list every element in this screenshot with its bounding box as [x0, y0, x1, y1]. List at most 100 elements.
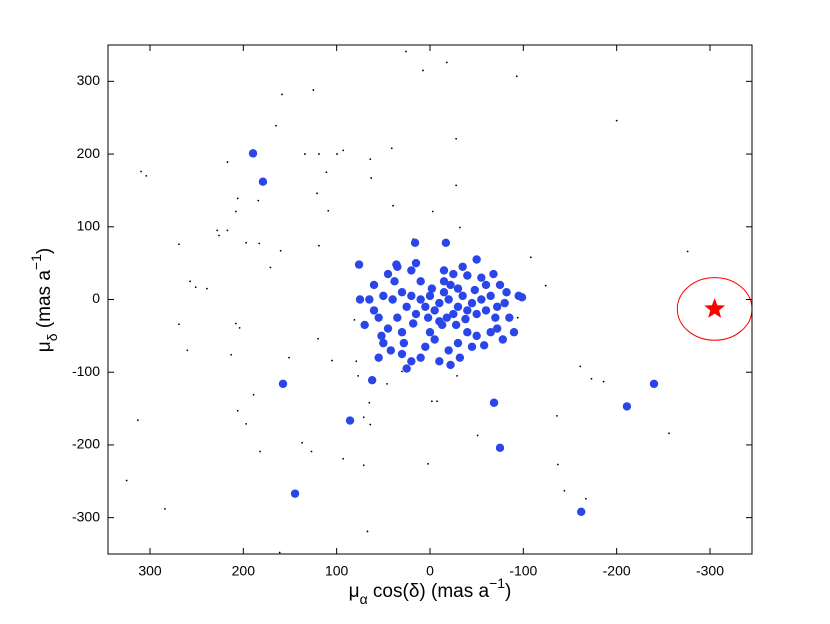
point: [290, 489, 300, 498]
y-tick-label: 0: [92, 290, 100, 306]
dot-point: [304, 153, 306, 155]
point: [435, 298, 444, 308]
dot-point: [236, 409, 239, 412]
dot-point: [278, 551, 281, 554]
dot-point: [316, 192, 318, 195]
point: [421, 302, 430, 311]
dot-point: [368, 401, 371, 404]
point: [458, 262, 467, 271]
point: [486, 291, 495, 301]
dot-point: [430, 400, 433, 403]
point: [477, 295, 486, 304]
point: [386, 346, 395, 355]
dot-point: [455, 137, 458, 140]
dot-point: [602, 380, 605, 383]
point: [416, 295, 425, 304]
dot-point: [236, 197, 239, 200]
dot-point: [238, 326, 241, 329]
plot-marks: [125, 50, 753, 554]
dot-point: [252, 393, 255, 396]
point: [458, 291, 467, 301]
point: [481, 306, 491, 315]
point: [360, 320, 369, 330]
dot-point: [556, 414, 558, 417]
dot-point: [369, 423, 372, 426]
dot-point: [269, 266, 272, 269]
dot-point: [258, 242, 261, 245]
dot-point: [357, 374, 360, 377]
point: [449, 269, 458, 279]
dot-point: [318, 153, 320, 155]
y-tick-label: 100: [77, 217, 101, 233]
dot-point: [362, 464, 365, 467]
y-tick-label: -200: [72, 436, 100, 452]
point: [472, 331, 481, 341]
dot-point: [310, 450, 313, 453]
point: [354, 260, 364, 269]
point: [622, 402, 632, 411]
dot-point: [216, 229, 219, 232]
point: [258, 177, 268, 186]
point: [489, 269, 498, 279]
dot-point: [194, 286, 197, 289]
dot-point: [516, 316, 519, 319]
point: [463, 328, 472, 337]
point: [649, 379, 659, 389]
point: [463, 271, 472, 280]
dot-point: [178, 243, 180, 246]
point: [388, 295, 397, 304]
point: [577, 507, 586, 517]
dot-point: [245, 422, 248, 425]
point: [472, 255, 481, 264]
point: [423, 313, 433, 322]
dot-point: [206, 287, 208, 290]
dot-point: [288, 356, 290, 359]
point: [365, 295, 374, 304]
point: [491, 313, 500, 322]
point: [453, 284, 463, 293]
point: [411, 309, 421, 319]
dot-point: [515, 75, 518, 78]
point: [393, 313, 402, 322]
point: [369, 306, 379, 315]
point: [402, 302, 411, 311]
dot-point: [431, 210, 434, 213]
dot-point: [563, 489, 566, 492]
point: [472, 309, 481, 319]
dot-point: [370, 177, 373, 179]
point: [402, 364, 411, 373]
point: [479, 341, 489, 350]
dot-point: [325, 171, 328, 174]
point: [489, 398, 499, 407]
point: [453, 302, 463, 311]
point: [379, 338, 388, 348]
x-tick-label: 300: [138, 563, 162, 579]
axis-label-part: ): [505, 581, 511, 602]
dot-point: [390, 147, 393, 150]
point: [509, 328, 519, 337]
dot-point: [445, 61, 448, 64]
point: [392, 260, 401, 269]
dot-point: [230, 353, 233, 356]
point: [495, 280, 505, 290]
dot-point: [136, 419, 139, 422]
point: [439, 266, 449, 275]
dot-point: [455, 184, 458, 187]
point: [407, 357, 416, 366]
dot-point: [615, 119, 618, 122]
point: [430, 335, 439, 344]
point: [416, 277, 425, 286]
dot-point: [234, 322, 237, 325]
dot-point: [401, 370, 403, 373]
axis-label-part: −1: [489, 575, 505, 591]
point: [421, 342, 430, 351]
point: [467, 298, 477, 308]
dot-point: [686, 250, 689, 253]
point: [439, 277, 449, 286]
point: [502, 288, 511, 297]
point: [481, 280, 491, 290]
point: [407, 291, 416, 301]
point: [470, 285, 479, 295]
star-point: [704, 297, 726, 318]
